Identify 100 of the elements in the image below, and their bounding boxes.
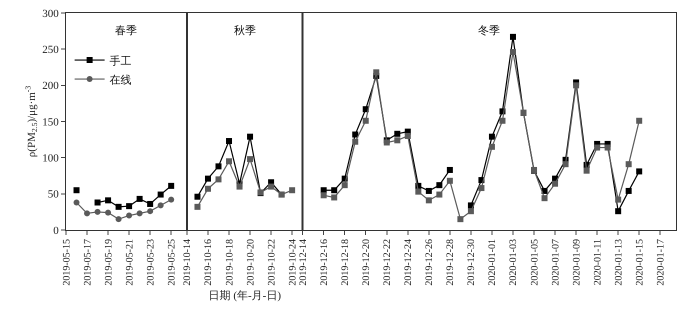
point	[636, 118, 642, 124]
y-tick-label: 200	[42, 80, 60, 92]
point	[615, 208, 622, 214]
x-tick-label: 2020-01-15	[634, 239, 646, 286]
x-tick-label: 2019-05-25	[166, 239, 178, 286]
point	[436, 182, 442, 188]
point	[289, 187, 296, 194]
point	[320, 192, 327, 198]
point	[204, 176, 211, 182]
point	[415, 188, 422, 195]
x-tick-label: 2019-10-20	[245, 239, 256, 286]
point	[126, 203, 132, 210]
x-tick-label: 2020-01-03	[508, 239, 520, 286]
x-tick-label: 2019-05-23	[145, 239, 156, 286]
point	[552, 180, 558, 187]
point	[226, 158, 232, 164]
point	[136, 196, 143, 202]
point	[510, 49, 516, 56]
text: 春季	[115, 24, 137, 37]
x-tick-label: 2020-01-17	[655, 239, 666, 286]
point	[236, 184, 243, 190]
x-tick-label: 2019-05-21	[124, 239, 136, 286]
point	[362, 118, 369, 124]
y-tick-label: 100	[42, 152, 60, 165]
x-tick-label: 2019-12-28	[445, 239, 456, 286]
point	[352, 132, 358, 138]
point	[168, 182, 174, 189]
x-tick-label: 2019-12-18	[340, 239, 351, 286]
point	[194, 194, 200, 200]
x-tick-label: 2019-10-22	[266, 239, 278, 286]
x-tick-label: 2019-10-18	[224, 239, 236, 286]
point	[626, 161, 632, 168]
point	[105, 197, 112, 204]
point	[147, 208, 154, 214]
point	[216, 163, 222, 170]
point	[352, 138, 358, 145]
point	[126, 212, 132, 219]
point	[542, 195, 548, 202]
x-tick-label: 2019-12-16	[318, 239, 330, 286]
point	[594, 144, 600, 151]
x-tick-label: 2019-10-14	[182, 239, 194, 286]
point	[94, 200, 101, 206]
point	[404, 132, 411, 139]
point	[247, 134, 254, 140]
point	[116, 216, 122, 222]
point	[84, 210, 90, 216]
point	[94, 208, 101, 215]
x-tick-label: 2020-01-13	[613, 239, 624, 286]
point	[74, 187, 80, 194]
point	[457, 216, 464, 222]
x-tick-label: 2019-12-30	[466, 239, 478, 286]
point	[426, 188, 432, 194]
point	[247, 156, 254, 162]
point	[478, 185, 484, 192]
point	[584, 168, 590, 174]
x-tick-label: 2020-01-09	[571, 239, 582, 286]
point	[331, 187, 338, 194]
point	[204, 186, 211, 192]
point	[147, 200, 154, 207]
point	[488, 134, 495, 140]
x-tick-label: 2019-12-14	[298, 239, 309, 286]
point	[626, 188, 632, 194]
x-tick-label: 2019-10-24	[287, 239, 298, 286]
x-tick-label: 2019-12-26	[424, 239, 436, 286]
x-tick-label: 2019-05-15	[61, 239, 72, 286]
x-tick-label: 2020-01-07	[550, 239, 562, 286]
x-tick-label: 2020-01-05	[529, 239, 540, 286]
point	[499, 118, 506, 124]
point	[636, 168, 642, 174]
point	[194, 204, 200, 210]
point	[158, 192, 164, 198]
x-axis-title: 日期 (年-月-日)	[208, 290, 282, 302]
point	[342, 182, 348, 188]
point	[136, 210, 143, 216]
point	[158, 202, 164, 208]
point	[268, 184, 274, 190]
text: 秋季	[234, 24, 256, 37]
point	[226, 138, 232, 144]
point	[74, 200, 80, 206]
x-tick-label: 2019-10-16	[203, 239, 214, 286]
x-tick-label: 2019-12-24	[403, 239, 414, 286]
legend-label: 在线	[110, 73, 132, 86]
point	[468, 208, 474, 214]
point	[426, 197, 432, 204]
point	[615, 196, 622, 203]
text: 冬季	[478, 24, 500, 37]
y-tick-label: 150	[42, 116, 60, 128]
x-tick-label: 2019-12-20	[360, 239, 372, 286]
x-tick-label: 2019-12-22	[382, 239, 394, 286]
x-tick-label: 2020-01-11	[592, 239, 604, 286]
point	[446, 178, 453, 184]
y-tick-label: 250	[42, 44, 60, 56]
y-tick-label: 300	[42, 8, 60, 20]
y-tick-label: 0	[53, 224, 60, 237]
point	[320, 187, 327, 194]
point	[394, 137, 400, 144]
point	[436, 192, 442, 198]
point	[394, 130, 400, 137]
legend-label: 手工	[110, 54, 132, 68]
point	[373, 69, 380, 76]
